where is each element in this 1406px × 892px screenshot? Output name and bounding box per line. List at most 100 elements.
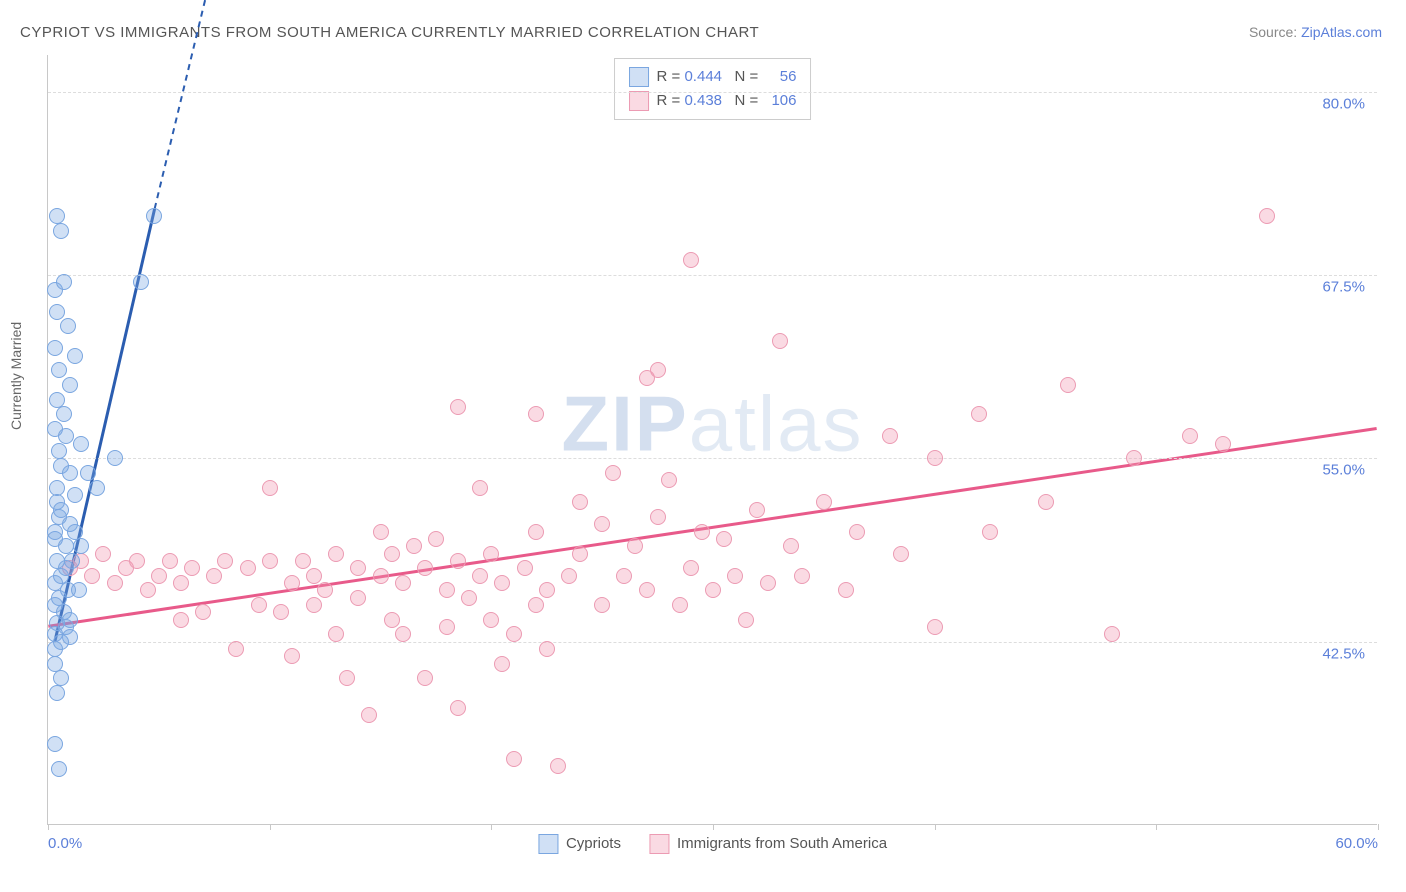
data-point [206,568,222,584]
data-point [849,524,865,540]
data-point [51,443,67,459]
data-point [650,509,666,525]
x-tick-label: 0.0% [48,835,82,852]
data-point [71,582,87,598]
gridline [48,642,1377,643]
data-point [395,626,411,642]
data-point [1215,436,1231,452]
data-point [73,436,89,452]
data-point [328,626,344,642]
data-point [1060,377,1076,393]
x-tick [1378,824,1379,830]
data-point [49,208,65,224]
gridline [48,275,1377,276]
data-point [140,582,156,598]
data-point [838,582,854,598]
data-point [306,568,322,584]
data-point [483,546,499,562]
y-tick-label: 67.5% [1322,279,1365,296]
data-point [439,619,455,635]
data-point [439,582,455,598]
data-point [483,612,499,628]
data-point [89,480,105,496]
y-tick-label: 55.0% [1322,462,1365,479]
data-point [716,531,732,547]
data-point [1182,428,1198,444]
data-point [49,480,65,496]
data-point [49,304,65,320]
data-point [506,751,522,767]
data-point [417,560,433,576]
legend-swatch [538,834,558,854]
data-point [738,612,754,628]
source-attribution: Source: ZipAtlas.com [1249,24,1382,40]
data-point [67,487,83,503]
data-point [893,546,909,562]
data-point [47,656,63,672]
data-point [1104,626,1120,642]
data-point [47,641,63,657]
data-point [384,546,400,562]
data-point [317,582,333,598]
data-point [550,758,566,774]
data-point [51,761,67,777]
data-point [461,590,477,606]
data-point [47,340,63,356]
source-link[interactable]: ZipAtlas.com [1301,24,1382,40]
y-tick-label: 80.0% [1322,95,1365,112]
data-point [417,670,433,686]
data-point [772,333,788,349]
data-point [273,604,289,620]
data-point [450,553,466,569]
data-point [1038,494,1054,510]
data-point [816,494,832,510]
x-tick [713,824,714,830]
legend-correlation-box: R = 0.444 N = 56R = 0.438 N = 106 [614,58,812,120]
legend-item: Cypriots [538,834,621,854]
data-point [783,538,799,554]
data-point [284,648,300,664]
data-point [373,568,389,584]
data-point [450,700,466,716]
data-point [1126,450,1142,466]
legend-row: R = 0.444 N = 56 [629,65,797,89]
data-point [1259,208,1275,224]
data-point [406,538,422,554]
data-point [58,560,74,576]
data-point [262,553,278,569]
data-point [84,568,100,584]
legend-swatch [629,67,649,87]
data-point [517,560,533,576]
x-tick [935,824,936,830]
data-point [472,480,488,496]
data-point [616,568,632,584]
data-point [129,553,145,569]
data-point [62,465,78,481]
data-point [53,502,69,518]
x-tick-label: 60.0% [1335,835,1378,852]
data-point [528,406,544,422]
legend-item: Immigrants from South America [649,834,887,854]
data-point [882,428,898,444]
data-point [60,318,76,334]
data-point [195,604,211,620]
chart-plot-area: ZIPatlas R = 0.444 N = 56R = 0.438 N = 1… [47,55,1377,825]
data-point [727,568,743,584]
data-point [217,553,233,569]
data-point [361,707,377,723]
data-point [328,546,344,562]
data-point [53,670,69,686]
legend-label: Cypriots [566,835,621,852]
source-prefix: Source: [1249,24,1301,40]
data-point [627,538,643,554]
data-point [133,274,149,290]
data-point [639,582,655,598]
legend-label: Immigrants from South America [677,835,887,852]
data-point [605,465,621,481]
data-point [350,560,366,576]
data-point [971,406,987,422]
data-point [228,641,244,657]
data-point [339,670,355,686]
data-point [561,568,577,584]
data-point [173,612,189,628]
